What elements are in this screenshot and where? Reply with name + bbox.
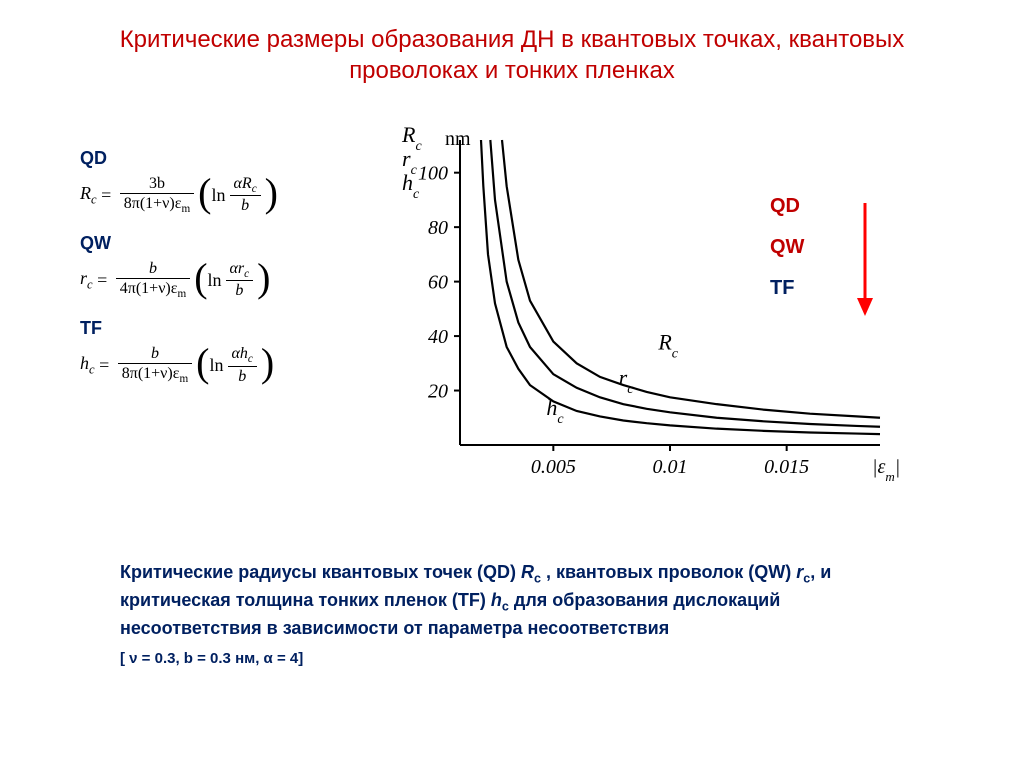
svg-text:20: 20 <box>428 381 448 403</box>
svg-text:100: 100 <box>418 163 448 185</box>
svg-text:Rc: Rc <box>657 330 678 362</box>
svg-text:0.01: 0.01 <box>653 456 688 478</box>
chart: 204060801000.0050.010.015Rcrchcnm|εm|Rcr… <box>380 120 930 500</box>
svg-text:nm: nm <box>445 128 471 150</box>
arrow-down-icon <box>850 198 880 323</box>
tf-formula: hc = b 8π(1+ν)εm ( ln αhc b ) <box>80 345 360 385</box>
formulas-block: QD Rc = 3b 8π(1+ν)εm ( ln αRc b ) QW rc … <box>80 130 360 396</box>
svg-text:0.015: 0.015 <box>764 456 809 478</box>
tf-label: TF <box>80 318 360 339</box>
caption: Критические радиусы квантовых точек (QD)… <box>120 560 920 669</box>
qd-label: QD <box>80 148 360 169</box>
qw-label: QW <box>80 233 360 254</box>
chart-svg: 204060801000.0050.010.015Rcrchcnm|εm|Rcr… <box>380 120 930 500</box>
svg-text:0.005: 0.005 <box>531 456 576 478</box>
svg-text:60: 60 <box>428 272 448 294</box>
legend: QD QW TF <box>770 195 804 318</box>
svg-text:rc: rc <box>619 365 635 397</box>
qd-formula: Rc = 3b 8π(1+ν)εm ( ln αRc b ) <box>80 175 360 215</box>
legend-tf: TF <box>770 277 804 300</box>
svg-text:80: 80 <box>428 217 448 239</box>
caption-params: [ ν = 0.3, b = 0.3 нм, α = 4] <box>120 648 920 669</box>
legend-qd: QD <box>770 195 804 218</box>
svg-text:hc: hc <box>546 395 564 427</box>
qw-formula: rc = b 4π(1+ν)εm ( ln αrc b ) <box>80 260 360 300</box>
svg-text:40: 40 <box>428 326 448 348</box>
legend-qw: QW <box>770 236 804 259</box>
svg-text:|εm|: |εm| <box>872 456 900 484</box>
page-title: Критические размеры образования ДН в ква… <box>0 0 1024 96</box>
